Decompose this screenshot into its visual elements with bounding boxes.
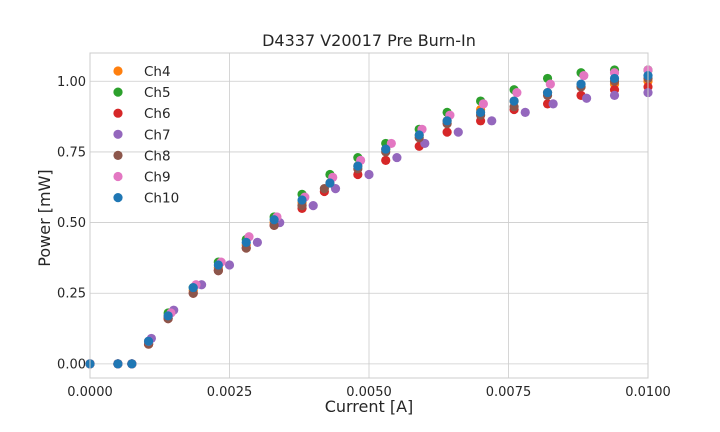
chart-title: D4337 V20017 Pre Burn-In: [262, 31, 476, 50]
legend-item: Ch5: [113, 85, 171, 101]
data-point: [308, 201, 318, 211]
legend-label: Ch4: [144, 64, 171, 80]
legend-label: Ch6: [144, 106, 171, 122]
data-point: [392, 152, 402, 163]
data-point: [453, 127, 463, 137]
legend-label: Ch8: [144, 148, 171, 164]
data-point: [542, 87, 553, 98]
legend-item: Ch8: [113, 148, 171, 164]
data-point: [252, 237, 262, 247]
data-point: [188, 282, 198, 293]
y-tick-label: 0.25: [57, 287, 86, 302]
legend-item: Ch9: [113, 170, 171, 186]
plot-border: [89, 52, 649, 379]
y-tick-label: 0.50: [57, 216, 86, 231]
data-point: [420, 138, 430, 149]
legend-label: Ch7: [144, 127, 171, 143]
data-point: [364, 169, 374, 180]
data-point: [143, 336, 154, 346]
data-point: [545, 79, 555, 89]
legend: Ch4 Ch5 Ch6 Ch7 Ch8 Ch9 Ch10: [113, 64, 179, 207]
y-tick-label: 1.00: [57, 75, 86, 90]
y-tick-label: 0.75: [57, 145, 86, 160]
data-point: [582, 93, 592, 103]
data-point: [127, 359, 137, 369]
data-point: [224, 260, 235, 270]
y-axis-label: Power [mW]: [35, 169, 54, 266]
data-point: [297, 195, 307, 205]
data-point: [113, 359, 123, 369]
legend-marker: [113, 87, 123, 97]
data-point: [512, 87, 522, 98]
data-point: [476, 107, 486, 117]
data-point: [353, 161, 363, 171]
legend-marker: [113, 129, 123, 139]
data-point: [319, 184, 329, 194]
legend-marker: [113, 193, 123, 203]
x-tick-label: 0.0075: [486, 385, 532, 400]
legend-item: Ch7: [113, 127, 171, 143]
x-axis-label: Current [A]: [325, 397, 414, 416]
legend-item: Ch6: [113, 106, 171, 122]
data-point: [548, 99, 558, 109]
legend-label: Ch10: [144, 191, 179, 207]
plot-frame: [89, 52, 649, 379]
y-tick-label: 0.00: [57, 357, 86, 372]
data-point: [213, 260, 223, 270]
x-tick-label: 0.0025: [207, 385, 253, 400]
legend-marker: [113, 150, 123, 160]
y-axis-ticks: 0.00 0.25 0.50 0.75 1.00: [57, 75, 86, 373]
data-point: [478, 99, 488, 109]
x-tick-label: 0.0050: [346, 385, 392, 400]
data-point: [576, 79, 586, 89]
data-point: [520, 107, 530, 117]
legend-marker: [113, 108, 123, 118]
data-point: [487, 116, 497, 126]
data-point: [163, 311, 173, 321]
data-points: [85, 65, 653, 369]
x-tick-label: 0.0100: [625, 385, 671, 400]
legend-marker: [113, 66, 123, 76]
data-point: [269, 215, 279, 225]
data-point: [241, 237, 251, 247]
legend-item: Ch10: [113, 191, 179, 207]
data-point: [414, 130, 424, 140]
legend-label: Ch9: [144, 170, 171, 186]
data-point: [609, 90, 620, 100]
data-point: [442, 127, 452, 137]
data-point: [381, 155, 391, 165]
data-point: [386, 138, 396, 149]
data-point: [579, 71, 589, 81]
data-point: [609, 73, 620, 84]
series-ch10: [85, 71, 653, 369]
legend-item: Ch4: [113, 64, 171, 80]
x-axis-ticks: 0.0000 0.0025 0.0050 0.0075 0.0100: [67, 385, 671, 400]
data-point: [325, 178, 335, 188]
x-tick-label: 0.0000: [67, 385, 113, 400]
legend-label: Ch5: [144, 85, 171, 101]
data-point: [442, 116, 452, 126]
legend-marker: [113, 171, 123, 182]
data-point: [330, 184, 341, 194]
data-point: [509, 96, 519, 106]
data-point: [381, 144, 391, 154]
